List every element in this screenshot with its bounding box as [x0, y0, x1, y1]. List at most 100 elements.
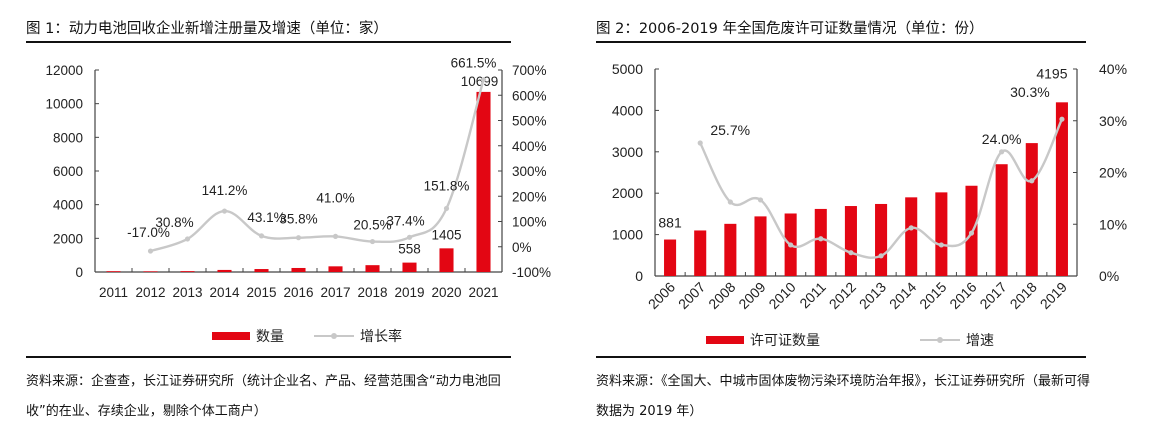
figure2-legend: 许可证数量 增速	[706, 330, 994, 350]
legend-bar-swatch	[212, 332, 250, 340]
bar	[291, 267, 306, 272]
growth-point	[332, 233, 339, 239]
growth-point	[1029, 178, 1035, 184]
bar	[106, 271, 121, 272]
growth-value-label: 43.1%	[247, 210, 285, 225]
figure2-source: 资料来源：《全国大、中城市固体废物污染环境防治年报》，长江证券研究所（最新可得数…	[596, 374, 1091, 419]
growth-point	[147, 248, 154, 254]
x-tick-label: 2012	[826, 279, 859, 312]
x-tick-label: 2016	[946, 279, 979, 312]
y-left-tick-label: 2000	[612, 185, 643, 201]
growth-point	[848, 250, 854, 256]
figure1-title: 图 1：动力电池回收企业新增注册量及增速（单位：家）	[26, 21, 388, 37]
x-tick-label: 2019	[1037, 279, 1070, 312]
x-tick-label: 2007	[675, 279, 708, 312]
growth-point	[221, 208, 228, 214]
y-right-tick-label: 200%	[512, 189, 547, 204]
growth-point	[908, 225, 914, 231]
growth-point	[258, 233, 265, 239]
x-tick-label: 2006	[645, 279, 678, 312]
y-left-tick-label: 12000	[45, 63, 83, 78]
x-tick-label: 2011	[99, 285, 128, 300]
y-left-tick-label: 10000	[45, 97, 83, 112]
x-tick-label: 2018	[357, 285, 387, 300]
y-left-tick-label: 6000	[53, 164, 83, 179]
growth-point	[788, 242, 794, 248]
figure1-legend: 数量 增长率	[212, 326, 402, 346]
growth-point	[480, 77, 487, 83]
y-right-tick-label: 0%	[1099, 268, 1119, 284]
bar	[328, 266, 343, 272]
y-right-tick-label: 600%	[512, 88, 547, 103]
bar	[995, 164, 1008, 276]
y-left-tick-label: 5000	[612, 61, 643, 77]
y-left-tick-label: 4000	[612, 102, 643, 118]
legend-line-label: 增速	[966, 333, 994, 349]
bar	[180, 271, 195, 272]
y-right-tick-label: 0%	[512, 240, 532, 255]
y-right-tick-label: 400%	[512, 139, 547, 154]
growth-value-label: 661.5%	[451, 56, 497, 71]
bar	[1055, 102, 1068, 276]
bar-value-label: 4195	[1036, 65, 1067, 81]
y-left-tick-label: 2000	[53, 231, 83, 246]
legend-line-swatch	[314, 333, 354, 339]
growth-point	[406, 234, 413, 240]
y-right-tick-label: 30%	[1099, 113, 1127, 129]
growth-point	[295, 235, 302, 241]
growth-point	[369, 238, 376, 245]
growth-line	[150, 79, 485, 253]
growth-value-label: 37.4%	[386, 213, 424, 228]
bar	[439, 248, 454, 272]
growth-point	[938, 242, 944, 248]
x-tick-label: 2014	[209, 285, 240, 300]
y-right-tick-label: 700%	[512, 63, 547, 78]
growth-value-label: 30.3%	[1010, 84, 1050, 100]
bar	[724, 223, 737, 276]
x-tick-label: 2019	[394, 285, 424, 300]
growth-value-label: 151.8%	[424, 178, 470, 193]
chart1: 0 2000 4000 6000 8000 10000 12000 -100% 0% 100% 20…	[45, 56, 551, 300]
y-left-tick-label: 0	[75, 265, 83, 280]
y-right-tick-label: 500%	[512, 114, 547, 129]
growth-value-label: 30.8%	[155, 215, 193, 230]
bar	[694, 230, 707, 276]
bar	[664, 239, 677, 276]
y-left-tick-label: 3000	[612, 144, 643, 160]
x-tick-label: 2018	[1007, 279, 1040, 312]
x-tick-label: 2020	[431, 285, 461, 300]
growth-point	[443, 205, 450, 212]
growth-point	[968, 230, 975, 236]
chart2: 0100020003000400050000%10%20%30%40%20062…	[612, 61, 1127, 312]
bar	[254, 269, 269, 272]
x-tick-label: 2015	[246, 285, 276, 300]
y-right-tick-label: -100%	[512, 265, 551, 280]
bar	[143, 271, 158, 272]
growth-point	[1059, 116, 1065, 122]
x-tick-label: 2021	[468, 285, 498, 300]
y-right-tick-label: 100%	[512, 215, 547, 230]
growth-point	[999, 149, 1005, 155]
x-tick-label: 2013	[856, 279, 889, 312]
growth-value-label: 20.5%	[353, 218, 391, 233]
y-left-tick-label: 8000	[53, 130, 83, 145]
legend-line-swatch	[920, 337, 960, 343]
figure2-title: 图 2：2006-2019 年全国危废许可证数量情况（单位：份）	[596, 21, 984, 37]
bar	[1025, 143, 1038, 276]
x-tick-label: 2017	[320, 285, 350, 300]
growth-point	[878, 253, 884, 259]
bar	[814, 208, 827, 276]
y-left-tick-label: 0	[635, 268, 643, 284]
x-tick-label: 2011	[796, 279, 829, 312]
growth-value-label: 141.2%	[202, 183, 248, 198]
y-left-tick-label: 1000	[612, 227, 643, 243]
y-right-tick-label: 10%	[1099, 216, 1127, 232]
bar	[875, 203, 888, 276]
bar-value-label: 881	[658, 215, 682, 231]
growth-value-label: 35.8%	[279, 212, 317, 227]
bar-value-label: 10699	[461, 74, 499, 89]
growth-point	[184, 236, 191, 242]
growth-value-label: 25.7%	[710, 122, 750, 138]
y-right-tick-label: 20%	[1099, 165, 1127, 181]
legend-bar-label: 数量	[256, 329, 284, 345]
